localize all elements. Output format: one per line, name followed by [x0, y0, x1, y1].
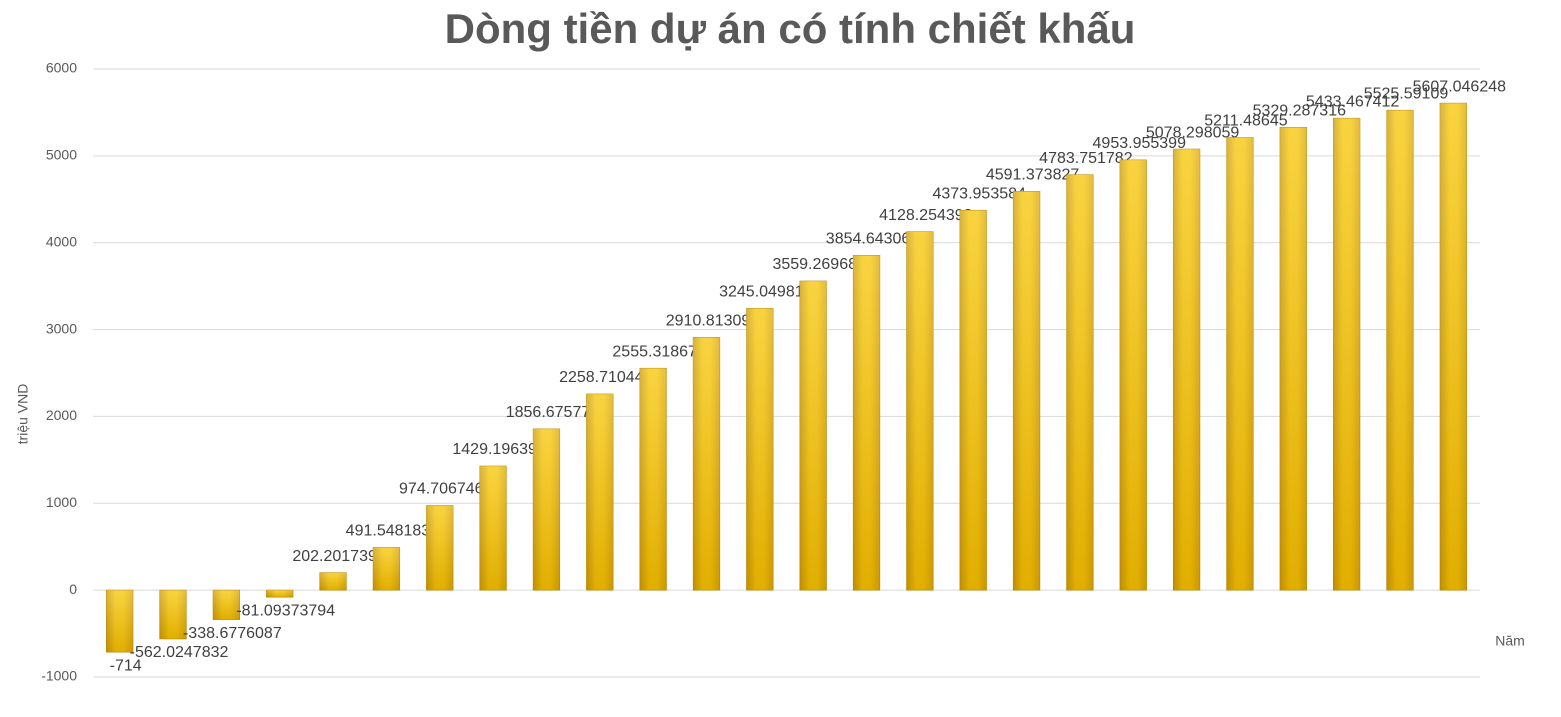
- data-label: 491.5481833: [346, 523, 440, 540]
- data-label: 4783.751782: [1039, 150, 1133, 167]
- bar: [1386, 109, 1414, 591]
- y-tick-label: 0: [69, 581, 77, 597]
- bar: [692, 337, 721, 591]
- bar: [1119, 159, 1147, 591]
- data-label: 2910.813092: [666, 313, 760, 330]
- data-label: -714: [110, 657, 142, 674]
- data-label: 5607.046248: [1413, 78, 1507, 95]
- data-label: 4953.955399: [1093, 135, 1187, 152]
- data-label: -338.6776087: [183, 625, 282, 642]
- bar: [852, 255, 881, 591]
- y-tick-label: 4000: [46, 233, 77, 249]
- bar: [1066, 174, 1094, 591]
- data-label: 3854.643062: [826, 231, 920, 248]
- data-label: 202.2017394: [292, 548, 386, 565]
- data-label: -562.0247832: [130, 644, 229, 661]
- y-tick-label: 1000: [46, 494, 77, 510]
- data-label: 4128.254398: [879, 207, 973, 224]
- data-label: 3559.269684: [772, 256, 866, 273]
- data-label: -81.09373794: [236, 602, 335, 619]
- x-axis-title: Năm: [1495, 633, 1525, 649]
- y-tick-label: -1000: [41, 668, 77, 684]
- y-axis-title: triệu VND: [15, 384, 31, 445]
- bar: [639, 367, 667, 591]
- data-label: 2258.710448: [559, 369, 653, 386]
- bar: [959, 209, 987, 591]
- data-label: 3245.049817: [719, 284, 813, 301]
- bar: [426, 505, 454, 591]
- data-label: 1429.196395: [452, 441, 546, 458]
- data-label: 5525.59109: [1364, 85, 1449, 102]
- bar: [1226, 137, 1254, 591]
- bar: [372, 547, 401, 591]
- y-tick-label: 3000: [46, 320, 77, 336]
- bar: [319, 572, 347, 591]
- bar: [1012, 191, 1041, 591]
- data-label: 2555.318678: [612, 343, 706, 360]
- data-label: 974.7067461: [399, 481, 493, 498]
- data-label: 5078.298059: [1146, 124, 1240, 141]
- chart-title: Dòng tiền dự án có tính chiết khấu: [445, 5, 1136, 52]
- bar: [799, 280, 827, 591]
- data-label: 5433.467412: [1306, 93, 1400, 110]
- bar: [479, 465, 507, 591]
- bar: [1279, 126, 1307, 591]
- bar: [1172, 148, 1201, 591]
- y-tick-label: 5000: [46, 147, 77, 163]
- bar: [746, 307, 774, 591]
- bar: [266, 589, 294, 598]
- bar: [586, 393, 614, 591]
- data-label: 1856.675774: [506, 404, 600, 421]
- bar: [532, 428, 561, 591]
- y-tick-label: 6000: [46, 60, 77, 76]
- data-label: 5329.287316: [1253, 102, 1347, 119]
- bar: [106, 589, 134, 653]
- y-tick-label: 2000: [46, 407, 77, 423]
- data-label: 5211.48645: [1204, 113, 1287, 130]
- data-label: 4373.953584: [932, 185, 1026, 202]
- data-label: 4591.373827: [986, 167, 1080, 184]
- bar: [906, 231, 934, 591]
- bar: [1439, 102, 1467, 591]
- bar: [1332, 117, 1361, 591]
